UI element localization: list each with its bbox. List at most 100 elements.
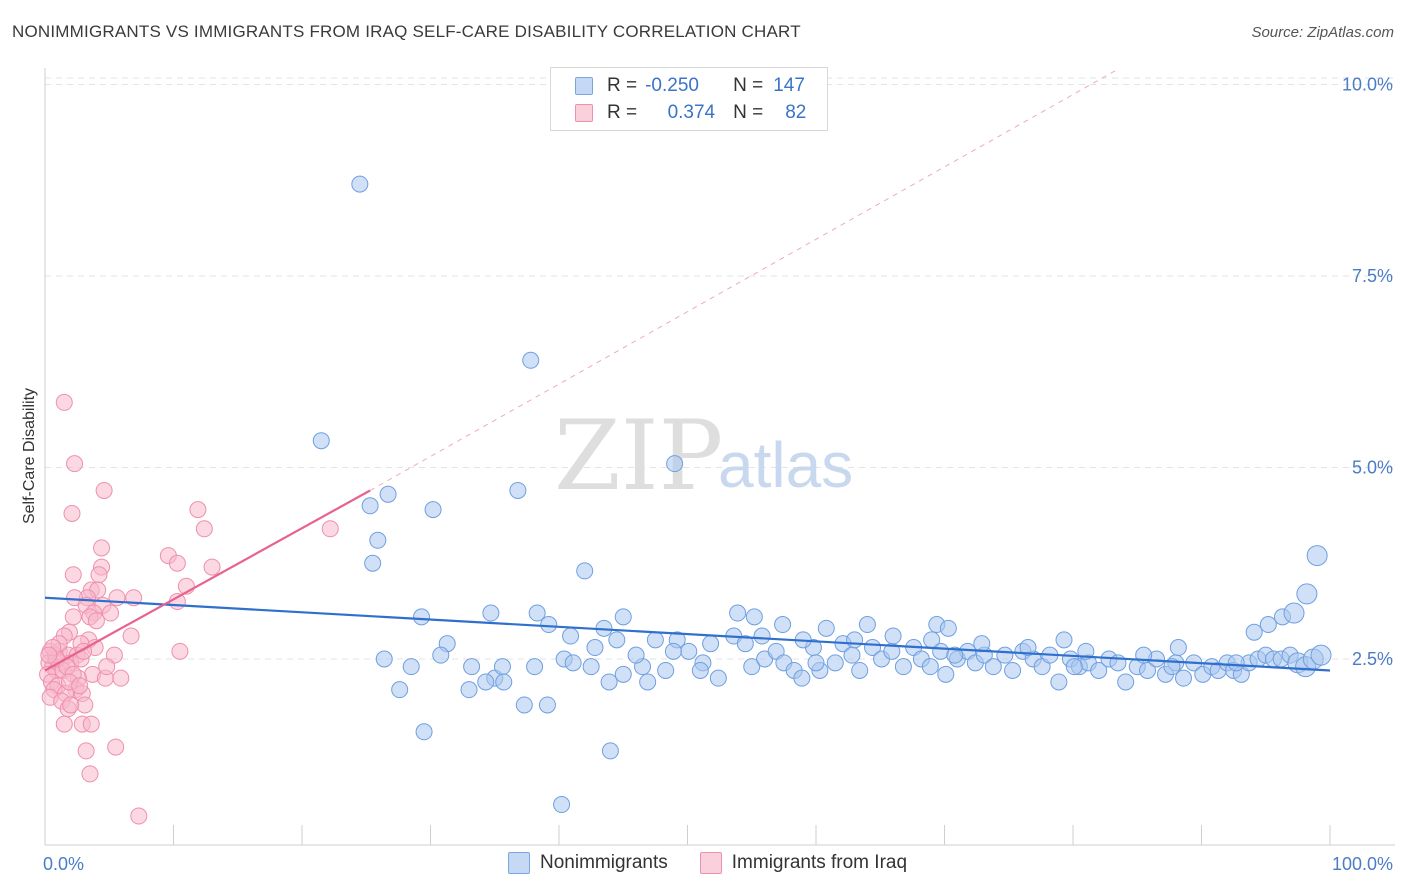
nonimmigrant-point-23 (939, 619, 957, 637)
nonimmigrant-point-67 (843, 646, 861, 664)
nonimmigrant-point-8 (369, 531, 387, 549)
nonimmigrant-point-124 (973, 635, 991, 653)
nonimmigrant-point-143 (807, 654, 825, 672)
iraq-point-81 (71, 677, 89, 695)
nonimmigrant-point-35 (463, 658, 481, 676)
iraq-point-26 (64, 608, 82, 626)
iraq-point-28 (87, 612, 105, 630)
nonimmigrant-point-77 (937, 665, 955, 683)
nonimmigrant-point-2 (312, 432, 330, 450)
nonimmigrant-point-144 (946, 646, 964, 664)
nonimmigrant-point-4 (509, 481, 527, 499)
nonimmigrant-point-57 (743, 658, 761, 676)
legend-label-nonimmigrants: Nonimmigrants (540, 852, 668, 873)
iraq-point-5 (321, 520, 339, 538)
nonimmigrant-point-141 (553, 796, 571, 814)
legend-swatch-iraq (699, 852, 722, 874)
nonimmigrant-point-72 (894, 658, 912, 676)
n-label: N = (733, 102, 764, 123)
nonimmigrant-point-45 (614, 665, 632, 683)
nonimmigrant-point-33 (375, 650, 393, 668)
iraq-point-13 (90, 566, 108, 584)
nonimmigrant-point-120 (1169, 639, 1187, 657)
trend-extension (369, 68, 1119, 491)
swatch-iraq (575, 104, 593, 122)
nonimmigrant-point-123 (1019, 639, 1037, 657)
nonimmigrant-point-10 (576, 562, 594, 580)
y-tick-label-2: 7.5% (1352, 266, 1393, 286)
nonimmigrant-point-20 (817, 619, 835, 637)
n-value: 147 (773, 75, 805, 96)
r-label: R = (607, 75, 638, 96)
series-legend: Nonimmigrants Immigrants from Iraq (508, 852, 939, 874)
nonimmigrant-point-140 (601, 742, 619, 760)
nonimmigrant-point-102 (1175, 669, 1193, 687)
iraq-point-10 (203, 558, 221, 576)
nonimmigrant-point-28 (1283, 602, 1305, 624)
y-tick-labels: 2.5% 5.0% 7.5% 10.0% (1342, 75, 1393, 670)
nonimmigrant-point-1 (522, 351, 540, 369)
nonimmigrant-point-42 (564, 654, 582, 672)
r-label: R = (607, 102, 638, 123)
x-tick-label-1: 100.0% (1332, 854, 1393, 874)
nonimmigrant-point-43 (582, 658, 600, 676)
nonimmigrant-point-48 (657, 661, 675, 679)
nonimmigrant-point-17 (729, 604, 747, 622)
iraq-point-7 (93, 539, 111, 557)
r-value: -0.250 (645, 75, 699, 96)
nonimmigrant-point-133 (586, 639, 604, 657)
iraq-point-2 (95, 481, 113, 499)
r-value: 0.374 (667, 102, 716, 123)
nonimmigrant-point-37 (493, 658, 511, 676)
y-tick-label-0: 2.5% (1352, 649, 1393, 669)
iraq-point-12 (64, 566, 82, 584)
nonimmigrant-point-134 (562, 627, 580, 645)
iraq-point-1 (66, 455, 84, 473)
nonimmigrant-point-21 (858, 616, 876, 634)
nonimmigrant-point-65 (826, 654, 844, 672)
nonimmigrant-point-62 (793, 669, 811, 687)
iraq-point-64 (55, 715, 73, 733)
nonimmigrant-point-131 (664, 642, 682, 660)
nonimmigrant-point-14 (614, 608, 632, 626)
nonimmigrant-point-54 (709, 669, 727, 687)
axes (44, 68, 1395, 846)
nonimmigrant-point-47 (639, 673, 657, 691)
iraq-point-6 (195, 520, 213, 538)
nonimmigrant-point-40 (526, 658, 544, 676)
nonimmigrant-point-75 (921, 658, 939, 676)
nonimmigrant-point-7 (424, 501, 442, 519)
nonimmigrant-point-26 (1259, 616, 1277, 634)
trend-lines (44, 489, 1331, 672)
nonimmigrant-point-6 (361, 497, 379, 515)
nonimmigrant-point-29 (1296, 583, 1318, 605)
iraq-point-69 (81, 765, 99, 783)
iraq-point-19 (108, 589, 126, 607)
legend-item-iraq: Immigrants from Iraq (699, 852, 907, 874)
nonimmigrant-point-49 (608, 631, 626, 649)
iraq-point-9 (168, 554, 186, 572)
nonimmigrant-point-39 (495, 673, 513, 691)
nonimmigrant-point-119 (1310, 644, 1332, 666)
iraq-point-66 (82, 715, 100, 733)
nonimmigrant-point-139 (415, 723, 433, 741)
nonimmigrant-point-93 (1090, 661, 1108, 679)
nonimmigrant-point-12 (482, 604, 500, 622)
n-label: N = (733, 75, 764, 96)
nonimmigrant-trend-line (44, 596, 1331, 672)
source-credit: Source: ZipAtlas.com (1251, 24, 1394, 41)
nonimmigrant-point-135 (460, 681, 478, 699)
y-tick-label-3: 10.0% (1342, 75, 1393, 95)
iraq-point-3 (63, 504, 81, 522)
nonimmigrant-point-129 (753, 627, 771, 645)
nonimmigrant-point-5 (379, 485, 397, 503)
iraq-trend-line (44, 489, 371, 672)
nonimmigrant-point-24 (1055, 631, 1073, 649)
y-axis-label: Self-Care Disability (21, 388, 38, 524)
nonimmigrant-point-126 (884, 627, 902, 645)
iraq-point-68 (107, 738, 125, 756)
iraq-point-78 (98, 658, 116, 676)
swatch-nonimmigrants (575, 77, 593, 95)
iraq-point-70 (130, 807, 148, 825)
